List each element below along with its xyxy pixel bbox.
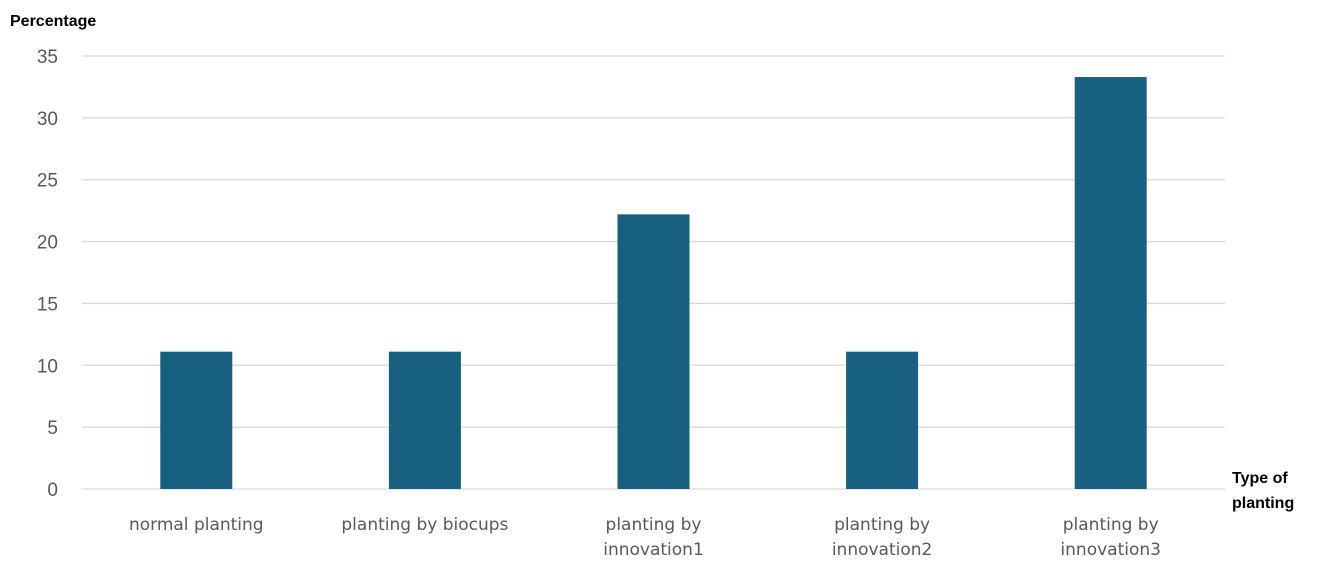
x-tick-label: planting by innovation2 [832,515,933,560]
bar [617,214,690,489]
bars [160,77,1147,489]
x-tick-label: normal planting [129,515,264,535]
y-tick-label: 0 [47,480,58,501]
x-tick-label-line: innovation2 [832,540,933,560]
x-tick-label-line: planting by [834,515,930,535]
y-tick-label: 10 [37,356,58,377]
x-tick-label: planting by innovation3 [1060,515,1161,560]
bar [846,351,919,489]
x-axis-title-line: planting [1232,495,1294,512]
y-tick-label: 20 [37,233,58,254]
x-tick-label-line: planting by biocups [341,515,508,535]
y-tick-label: 5 [47,418,58,439]
x-tick-label-line: innovation1 [603,540,704,560]
y-tick-label: 35 [37,47,58,68]
bar [388,351,461,489]
bar [1074,77,1147,489]
y-tick-label: 30 [37,109,58,130]
x-tick-label-line: planting by [1063,515,1159,535]
x-axis-title-line: Type of [1232,470,1288,487]
y-axis-tick-labels: 0 5 10 15 20 25 30 35 [37,47,58,501]
y-tick-label: 25 [37,171,58,192]
x-axis-tick-labels: normal planting planting by biocups planti… [129,515,1161,560]
x-tick-label-line: normal planting [129,515,264,535]
bar [160,351,233,489]
y-axis-title: Percentage [10,13,96,30]
x-tick-label: planting by biocups [341,515,508,535]
x-tick-label: planting by innovation1 [603,515,704,560]
x-tick-label-line: planting by [606,515,702,535]
x-axis-title: Type of planting [1232,470,1294,512]
x-tick-label-line: innovation3 [1060,540,1161,560]
y-tick-label: 15 [37,294,58,315]
